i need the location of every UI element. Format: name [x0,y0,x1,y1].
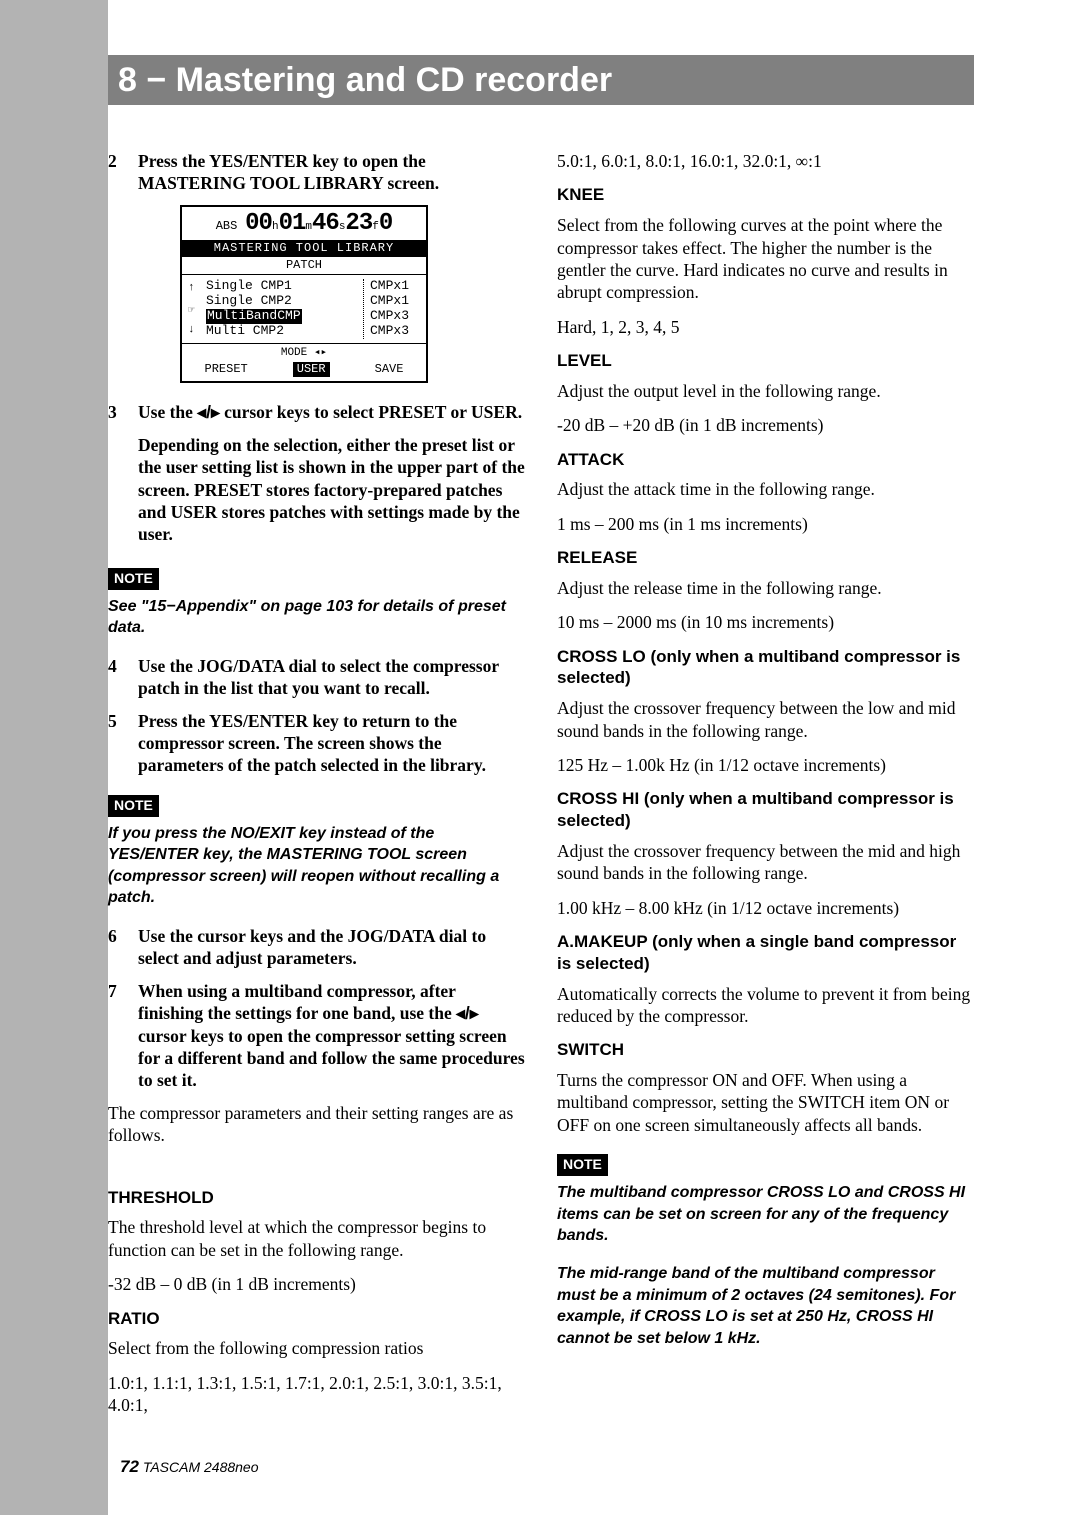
lcd-tab-user: USER [293,362,330,377]
param-knee-head: KNEE [557,184,974,206]
param-threshold-head: THRESHOLD [108,1187,525,1209]
param-ratio-cont: 5.0:1, 6.0:1, 8.0:1, 16.0:1, 32.0:1, ∞:1 [557,150,974,172]
page-footer: 72 TASCAM 2488neo [120,1457,259,1477]
param-crosshi-head: CROSS HI (only when a multiband compress… [557,788,974,832]
cursor-keys-icon: ◂/▸ [197,402,219,422]
step-7: 7 When using a multiband compressor, aft… [108,980,525,1092]
lcd-tab-preset: PRESET [205,362,248,377]
param-switch-head: SWITCH [557,1039,974,1061]
note-badge: NOTE [557,1154,608,1176]
param-switch-text: Turns the compressor ON and OFF. When us… [557,1069,974,1136]
note-text: See "15−Appendix" on page 103 for detail… [108,596,525,639]
lcd-patch-list: ↑☞↓ Single CMP1 Single CMP2 MultiBandCMP… [182,275,426,344]
step-5: 5 Press the YES/ENTER key to return to t… [108,710,525,777]
param-threshold-range: -32 dB – 0 dB (in 1 dB increments) [108,1273,525,1295]
param-ratio-range: 1.0:1, 1.1:1, 1.3:1, 1.5:1, 1.7:1, 2.0:1… [108,1372,525,1417]
param-crosslo-text: Adjust the crossover frequency between t… [557,697,974,742]
param-attack-head: ATTACK [557,449,974,471]
param-knee-range: Hard, 1, 2, 3, 4, 5 [557,316,974,338]
lcd-patch-label: PATCH [182,257,426,275]
lcd-screenshot: ABS 00h01m46s23f0 MASTERING TOOL LIBRARY… [180,205,428,384]
note-text: If you press the NO/EXIT key instead of … [108,823,525,909]
lcd-tab-save: SAVE [375,362,404,377]
param-attack-range: 1 ms – 200 ms (in 1 ms increments) [557,513,974,535]
param-crosshi-range: 1.00 kHz – 8.00 kHz (in 1/12 octave incr… [557,897,974,919]
param-crosslo-head: CROSS LO (only when a multiband compress… [557,646,974,690]
step-4: 4 Use the JOG/DATA dial to select the co… [108,655,525,700]
lcd-time-row: ABS 00h01m46s23f0 [182,207,426,240]
param-amakeup-head: A.MAKEUP (only when a single band compre… [557,931,974,975]
list-item: Single CMP2 [206,294,359,309]
step-3: 3 Use the ◂/▸ cursor keys to select PRES… [108,401,525,545]
param-crosslo-range: 125 Hz – 1.00k Hz (in 1/12 octave increm… [557,754,974,776]
step-6: 6 Use the cursor keys and the JOG/DATA d… [108,925,525,970]
right-column: 5.0:1, 6.0:1, 8.0:1, 16.0:1, 32.0:1, ∞:1… [557,150,974,1428]
note-badge: NOTE [108,795,159,817]
param-attack-text: Adjust the attack time in the following … [557,478,974,500]
list-item-selected: MultiBandCMP [206,309,302,324]
footer-model: TASCAM 2488neo [143,1459,259,1475]
list-item: Single CMP1 [206,279,359,294]
note-text: The multiband compressor CROSS LO and CR… [557,1182,974,1247]
left-sidebar [0,0,108,1515]
param-level-head: LEVEL [557,350,974,372]
chapter-title-bar: 8 − Mastering and CD recorder [108,55,974,105]
param-release-text: Adjust the release time in the following… [557,577,974,599]
lcd-scroll-arrows: ↑☞↓ [188,279,206,339]
step-2: 2 Press the YES/ENTER key to open the MA… [108,150,525,195]
param-amakeup-text: Automatically corrects the volume to pre… [557,983,974,1028]
list-item: Multi CMP2 [206,324,359,339]
lcd-tabs: PRESET USER SAVE [182,360,426,381]
params-intro: The compressor parameters and their sett… [108,1102,525,1147]
param-ratio-text: Select from the following compression ra… [108,1337,525,1359]
note-badge: NOTE [108,568,159,590]
lcd-header: MASTERING TOOL LIBRARY [182,240,426,257]
page-number: 72 [120,1457,139,1476]
param-crosshi-text: Adjust the crossover frequency between t… [557,840,974,885]
param-knee-text: Select from the following curves at the … [557,214,974,304]
note-text: The mid-range band of the multiband comp… [557,1263,974,1349]
lcd-mode-label: MODE ◂▸ [182,344,426,360]
cursor-keys-icon: ◂/▸ [456,1003,478,1023]
left-column: 2 Press the YES/ENTER key to open the MA… [108,150,525,1428]
param-threshold-text: The threshold level at which the compres… [108,1216,525,1261]
param-ratio-head: RATIO [108,1308,525,1330]
chapter-title: 8 − Mastering and CD recorder [118,61,612,100]
param-release-head: RELEASE [557,547,974,569]
param-level-text: Adjust the output level in the following… [557,380,974,402]
param-level-range: -20 dB – +20 dB (in 1 dB increments) [557,414,974,436]
page-content: 2 Press the YES/ENTER key to open the MA… [108,150,974,1428]
param-release-range: 10 ms – 2000 ms (in 10 ms increments) [557,611,974,633]
